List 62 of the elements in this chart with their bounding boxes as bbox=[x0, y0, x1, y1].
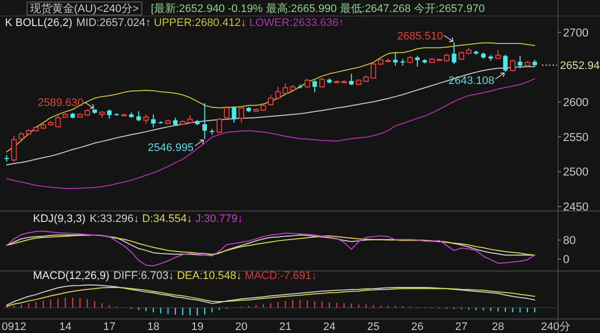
y-tick-label: 2600 bbox=[563, 97, 589, 110]
series-label: J:30.779↓ bbox=[195, 213, 243, 225]
line-series bbox=[6, 230, 536, 266]
legend-title: MACD(12,26,9) bbox=[33, 270, 110, 282]
candlestick bbox=[510, 59, 516, 72]
y-tick-label: 0 bbox=[563, 254, 570, 266]
candlestick bbox=[393, 52, 398, 66]
annotation: 2546.995 bbox=[148, 142, 194, 154]
x-tick-label: 21 bbox=[279, 321, 292, 333]
y-tick-label: 80 bbox=[563, 235, 576, 248]
series-label: MACD:-7.691↓ bbox=[244, 270, 317, 282]
candlestick bbox=[312, 80, 317, 93]
candlestick bbox=[11, 135, 17, 162]
annotation: 2643.108 bbox=[448, 74, 494, 87]
legend-title: KDJ(9,3,3) bbox=[33, 213, 86, 225]
text: 240分 bbox=[541, 321, 570, 333]
text: MID:2657.024↑ bbox=[76, 17, 151, 29]
x-tick-label: 27 bbox=[455, 321, 468, 333]
text: LOWER:2633.636↑ bbox=[249, 17, 344, 29]
candlestick bbox=[143, 114, 149, 124]
chart-title: 现货黄金(AU)<240分> bbox=[30, 2, 139, 15]
candlestick bbox=[349, 73, 354, 86]
series-label: DIFF:6.703↓ bbox=[113, 270, 174, 282]
candlestick bbox=[518, 55, 522, 69]
x-tick-label: 20 bbox=[235, 321, 248, 333]
candlestick bbox=[216, 117, 222, 134]
candlestick bbox=[151, 114, 156, 128]
candlestick bbox=[136, 110, 141, 122]
candlestick bbox=[415, 55, 420, 68]
candlestick bbox=[224, 106, 230, 119]
series-label: K:33.296↓ bbox=[90, 213, 140, 225]
series-label: DEA:10.548↓ bbox=[176, 270, 242, 282]
x-tick-label: 17 bbox=[103, 321, 116, 333]
chart-subtitle: [最新:2652.940 -0.19% 最高:2665.990 最低:2647.268 今开:2657.970 bbox=[150, 2, 485, 15]
x-tick-label: 25 bbox=[367, 321, 380, 333]
candlestick bbox=[503, 54, 508, 72]
candlestick bbox=[202, 102, 207, 140]
ref-line-label: 2652.94 bbox=[560, 60, 600, 72]
y-tick-label: 2500 bbox=[563, 166, 589, 179]
x-tick-label: 18 bbox=[147, 321, 160, 333]
x-tick-label: 26 bbox=[411, 321, 424, 333]
text: UPPER:2680.412↓ bbox=[154, 17, 246, 29]
x-tick-label: 24 bbox=[323, 321, 336, 333]
candlestick bbox=[304, 78, 310, 88]
x-tick-label: 19 bbox=[191, 321, 204, 333]
candlestick bbox=[268, 94, 274, 106]
y-tick-label: 2550 bbox=[563, 132, 589, 144]
x-tick-label: 14 bbox=[59, 321, 72, 333]
candlestick bbox=[452, 42, 456, 65]
x-tick-label: 28 bbox=[492, 321, 504, 333]
line-series bbox=[6, 78, 536, 190]
candlestick bbox=[232, 106, 236, 124]
series-label: D:34.554↓ bbox=[142, 213, 192, 225]
y-tick-label: 2450 bbox=[563, 202, 589, 214]
annotation: 2685.510 bbox=[397, 30, 444, 42]
candlestick bbox=[107, 109, 112, 120]
candlestick bbox=[319, 78, 325, 88]
x-tick-label: 0912 bbox=[2, 321, 26, 333]
candlestick bbox=[238, 106, 244, 124]
legend-title: K BOLL(26,2) bbox=[5, 17, 72, 29]
annotation: 2589.630 bbox=[38, 97, 84, 110]
y-tick-label: 2700 bbox=[563, 27, 589, 40]
